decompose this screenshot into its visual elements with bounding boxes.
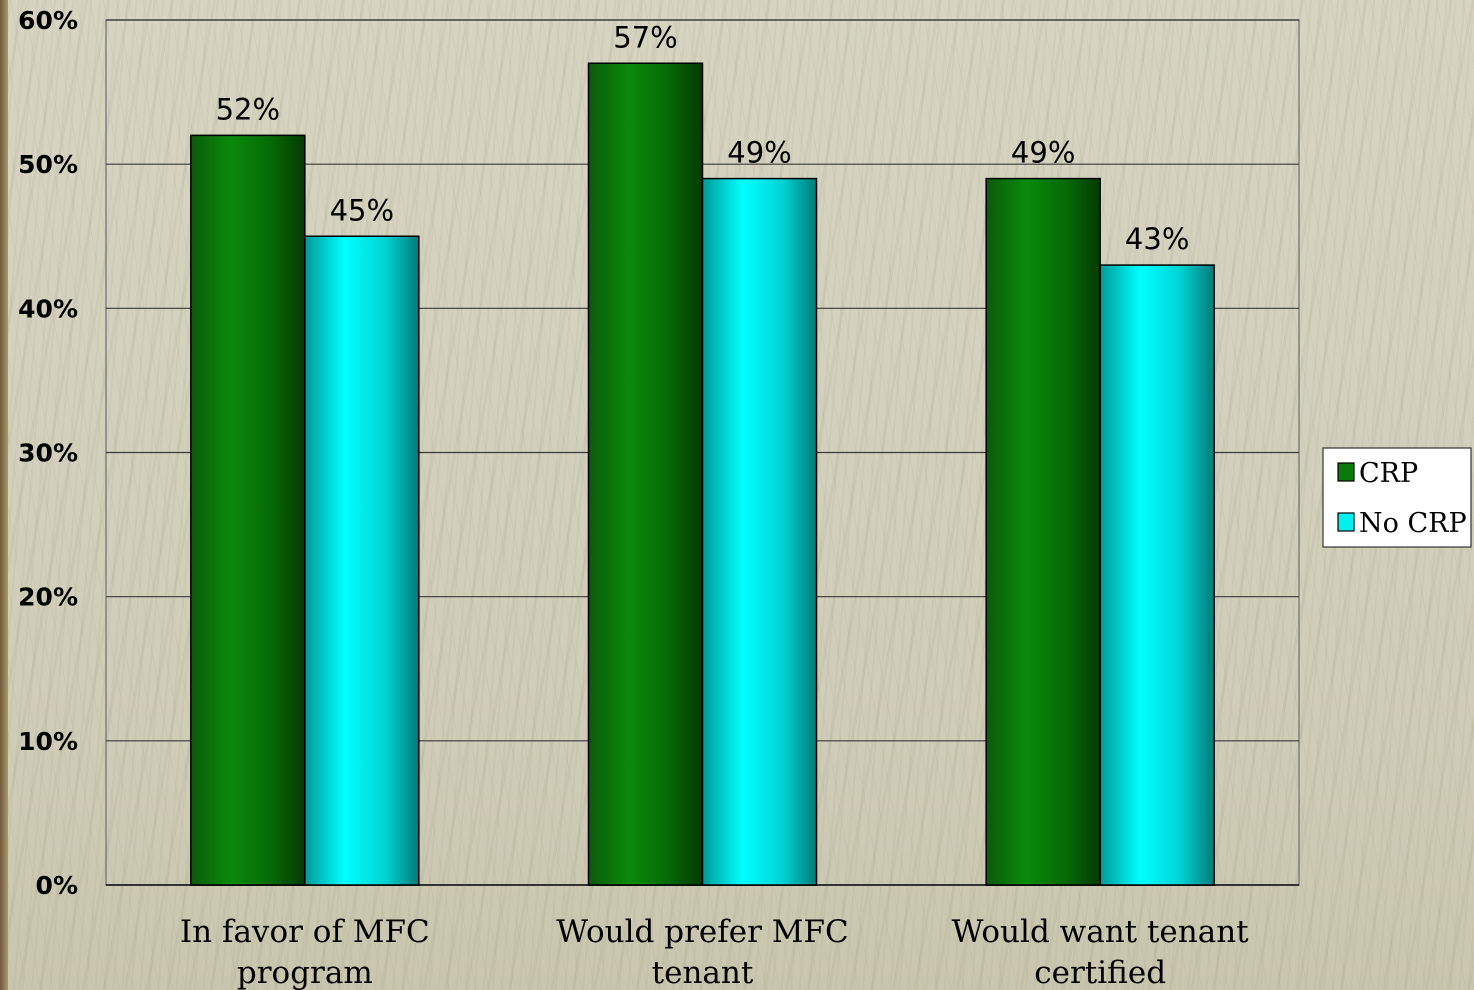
- bar-crp: [985, 177, 1101, 886]
- data-label: 45%: [330, 193, 394, 227]
- bar-no-crp: [1099, 264, 1215, 886]
- legend-swatch-crp: [1337, 462, 1355, 482]
- y-tick-label: 0%: [36, 871, 78, 900]
- data-label: 57%: [613, 20, 677, 54]
- legend-swatch-no-crp: [1337, 512, 1355, 532]
- x-tick-label: Would prefer MFC: [556, 914, 848, 950]
- x-tick-label: certified: [1034, 955, 1166, 990]
- data-label: 52%: [216, 92, 280, 126]
- x-tick-label: Would want tenant: [952, 914, 1250, 950]
- legend: CRP No CRP: [1322, 447, 1472, 548]
- y-tick-label: 30%: [18, 439, 78, 468]
- y-tick-label: 40%: [18, 294, 78, 323]
- x-tick-label: tenant: [652, 955, 754, 990]
- bar-no-crp: [304, 235, 420, 886]
- category-labels: In favor of MFC program Would prefer MFC te…: [180, 914, 1249, 990]
- data-label: 49%: [1011, 136, 1075, 170]
- legend-label: CRP: [1359, 458, 1418, 489]
- legend-label: No CRP: [1359, 508, 1467, 539]
- bar-crp: [190, 134, 306, 886]
- bars: [190, 62, 1215, 886]
- y-tick-label: 10%: [18, 727, 78, 756]
- bar-no-crp: [701, 177, 818, 886]
- value-labels: 52% 45% 57% 49% 49% 43%: [216, 20, 1190, 256]
- bar-crp: [587, 62, 704, 886]
- y-tick-label: 60%: [18, 6, 78, 35]
- y-tick-label: 20%: [18, 583, 78, 612]
- left-edge-strip: [0, 0, 8, 990]
- y-tick-label: 50%: [18, 150, 78, 179]
- data-label: 43%: [1125, 222, 1189, 256]
- data-label: 49%: [727, 136, 791, 170]
- x-tick-label: In favor of MFC: [180, 914, 430, 950]
- y-axis-ticks: 0% 10% 20% 30% 40% 50% 60%: [18, 6, 78, 900]
- x-tick-label: program: [237, 955, 373, 990]
